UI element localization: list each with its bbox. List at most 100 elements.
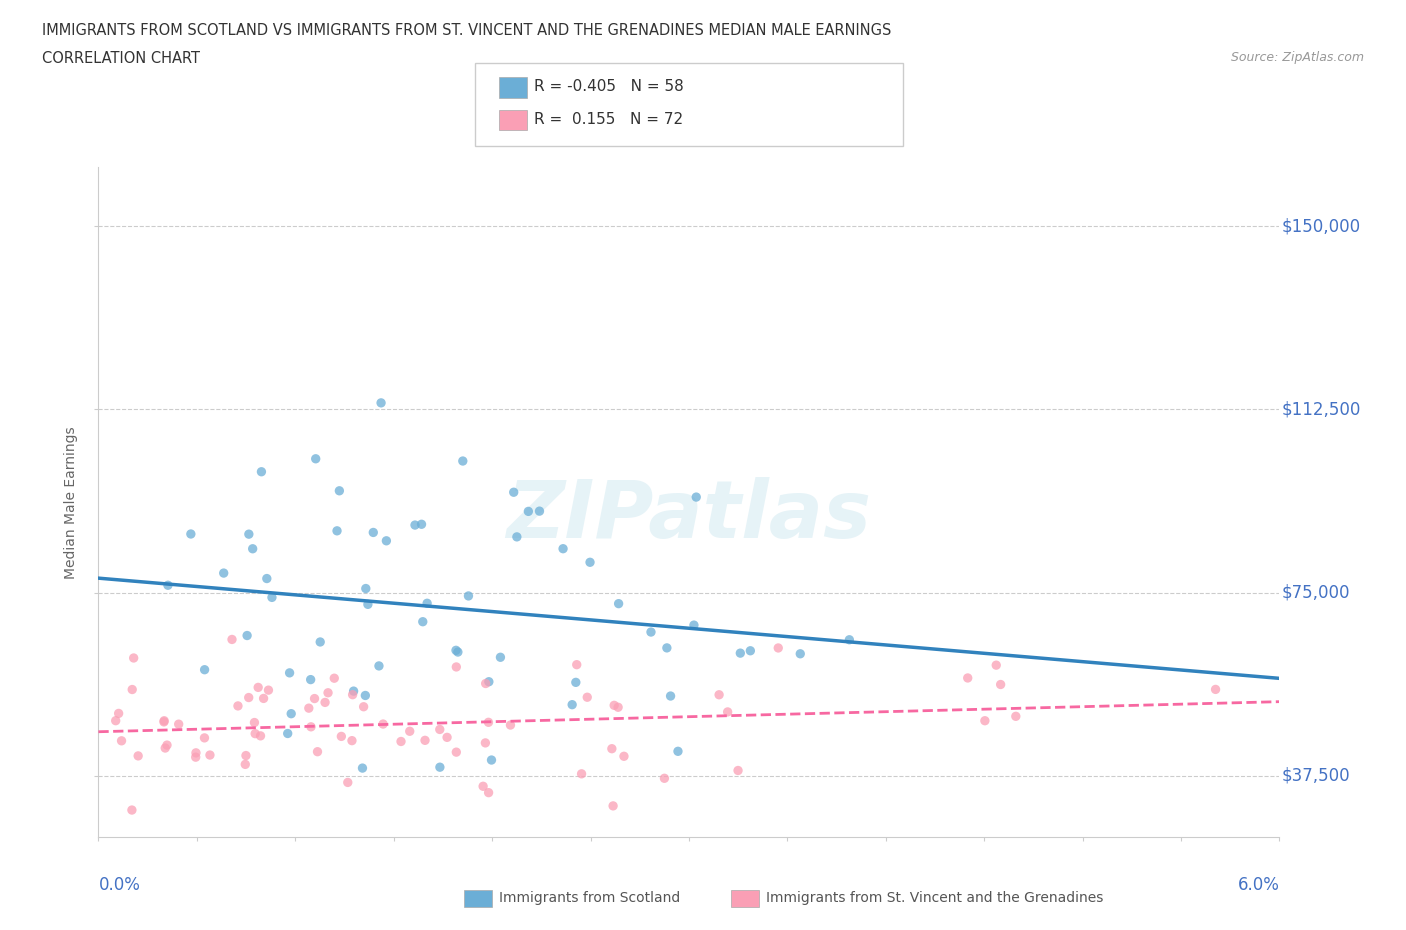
Point bbox=[603, 698, 626, 712]
Point bbox=[375, 534, 398, 549]
Text: $112,500: $112,500 bbox=[1282, 400, 1361, 418]
Point bbox=[354, 581, 377, 596]
Point bbox=[184, 746, 207, 761]
Text: $37,500: $37,500 bbox=[1282, 767, 1350, 785]
Text: Immigrants from St. Vincent and the Grenadines: Immigrants from St. Vincent and the Gren… bbox=[766, 891, 1104, 906]
Point bbox=[472, 778, 495, 793]
Point bbox=[654, 771, 676, 786]
Point bbox=[685, 489, 707, 504]
Point bbox=[252, 691, 274, 706]
Point bbox=[707, 687, 730, 702]
Point bbox=[506, 529, 529, 544]
Point bbox=[260, 590, 283, 604]
Point bbox=[184, 750, 207, 764]
Point bbox=[956, 671, 979, 685]
Point bbox=[502, 485, 524, 499]
Point bbox=[416, 596, 439, 611]
Point bbox=[299, 672, 322, 687]
Point bbox=[326, 524, 349, 538]
Point bbox=[368, 658, 391, 673]
Text: $150,000: $150,000 bbox=[1282, 217, 1361, 235]
Point bbox=[104, 713, 127, 728]
Point bbox=[316, 685, 339, 700]
Text: 0.0%: 0.0% bbox=[98, 876, 141, 894]
Point bbox=[602, 799, 624, 814]
Point bbox=[314, 695, 336, 710]
Point bbox=[576, 690, 599, 705]
Point bbox=[986, 658, 1008, 672]
Point bbox=[193, 730, 215, 745]
Point bbox=[489, 650, 512, 665]
Point bbox=[444, 643, 467, 658]
Text: ZIPatlas: ZIPatlas bbox=[506, 476, 872, 554]
Point bbox=[243, 715, 266, 730]
Point bbox=[307, 744, 329, 759]
Point bbox=[768, 641, 790, 656]
Point bbox=[659, 688, 682, 703]
Point bbox=[328, 484, 350, 498]
Point bbox=[413, 733, 436, 748]
Text: CORRELATION CHART: CORRELATION CHART bbox=[42, 51, 200, 66]
Point bbox=[305, 451, 328, 466]
Text: 6.0%: 6.0% bbox=[1237, 876, 1279, 894]
Point bbox=[740, 644, 762, 658]
Point bbox=[127, 749, 149, 764]
Point bbox=[561, 698, 583, 712]
Point bbox=[474, 736, 496, 751]
Point bbox=[389, 734, 412, 749]
Point bbox=[233, 757, 256, 772]
Point bbox=[121, 803, 143, 817]
Point bbox=[342, 687, 364, 702]
Point bbox=[727, 763, 749, 777]
Point bbox=[243, 726, 266, 741]
Point bbox=[838, 632, 860, 647]
Point bbox=[789, 646, 811, 661]
Point bbox=[499, 718, 522, 733]
Point bbox=[447, 644, 470, 659]
Point bbox=[107, 706, 129, 721]
Point bbox=[600, 741, 623, 756]
Point bbox=[226, 698, 249, 713]
Point bbox=[236, 628, 259, 643]
Point bbox=[730, 645, 752, 660]
Point bbox=[478, 674, 501, 689]
Point bbox=[1205, 682, 1227, 697]
Point bbox=[153, 714, 176, 729]
Point bbox=[212, 565, 235, 580]
Point bbox=[238, 526, 260, 541]
Point bbox=[404, 518, 426, 533]
Point bbox=[655, 641, 678, 656]
Point bbox=[529, 504, 551, 519]
Point bbox=[336, 775, 359, 790]
Point bbox=[474, 676, 496, 691]
Point bbox=[323, 671, 346, 685]
Point bbox=[477, 715, 499, 730]
Point bbox=[551, 541, 574, 556]
Point bbox=[153, 713, 176, 728]
Point bbox=[249, 728, 271, 743]
Point bbox=[242, 541, 264, 556]
Point bbox=[607, 596, 630, 611]
Point bbox=[277, 726, 299, 741]
Point bbox=[299, 720, 322, 735]
Point bbox=[371, 717, 394, 732]
Point bbox=[221, 632, 243, 647]
Text: Source: ZipAtlas.com: Source: ZipAtlas.com bbox=[1230, 51, 1364, 64]
Point bbox=[565, 658, 588, 672]
Point bbox=[194, 662, 217, 677]
Point bbox=[353, 699, 375, 714]
Point bbox=[121, 682, 143, 697]
Point bbox=[304, 691, 326, 706]
Point bbox=[565, 675, 588, 690]
Text: R =  0.155   N = 72: R = 0.155 N = 72 bbox=[534, 112, 683, 126]
Point bbox=[156, 737, 179, 752]
Point bbox=[640, 625, 662, 640]
Point bbox=[156, 578, 179, 592]
Point bbox=[613, 749, 636, 764]
Point bbox=[446, 745, 468, 760]
Point bbox=[579, 555, 602, 570]
Point bbox=[1004, 709, 1026, 724]
Y-axis label: Median Male Earnings: Median Male Earnings bbox=[65, 426, 79, 578]
Point bbox=[354, 688, 377, 703]
Point bbox=[298, 700, 321, 715]
